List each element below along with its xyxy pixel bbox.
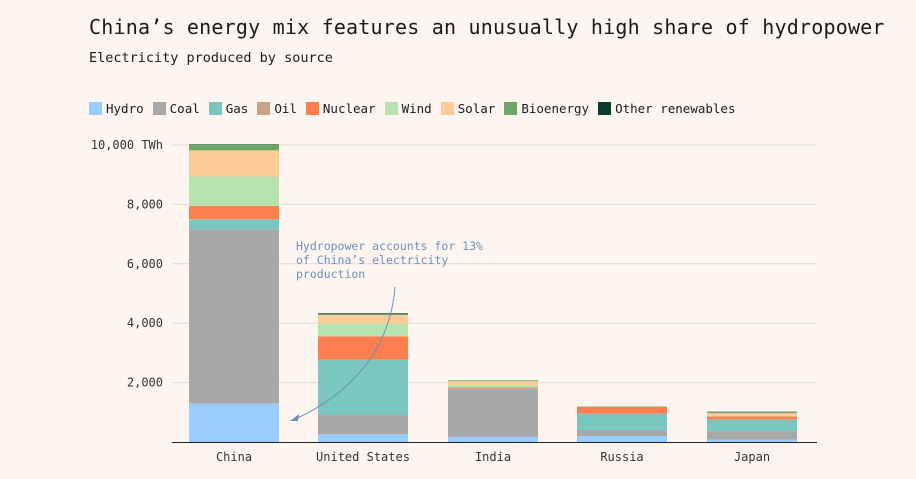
bar-segment xyxy=(189,150,279,177)
bar-segment xyxy=(189,205,279,220)
bar-segment xyxy=(577,436,667,442)
bar-segment xyxy=(318,434,408,442)
bar-segment xyxy=(189,229,279,404)
bar-segment xyxy=(707,416,797,419)
y-tick-label: 10,000 TWh xyxy=(91,138,163,152)
legend-item: Hydro xyxy=(89,101,144,116)
bar-segment xyxy=(318,336,408,360)
annotation-text: of China’s electricity xyxy=(296,253,448,267)
bar-segment xyxy=(448,380,538,382)
bar-segment xyxy=(318,414,408,435)
legend-label: Coal xyxy=(169,101,200,116)
legend-item: Bioenergy xyxy=(504,101,589,116)
legend-item: Oil xyxy=(257,101,297,116)
y-tick-label: 6,000 xyxy=(127,257,163,271)
bar-segment xyxy=(318,360,408,415)
bar-segment xyxy=(448,436,538,442)
bar-segment xyxy=(707,413,797,417)
bar-segment xyxy=(707,418,797,421)
x-tick-label: China xyxy=(216,450,252,464)
legend-label: Solar xyxy=(457,101,496,116)
legend-swatch xyxy=(257,102,271,115)
bar-segment xyxy=(448,381,538,385)
legend-item: Gas xyxy=(208,101,249,116)
x-tick-label: India xyxy=(475,450,511,464)
bar-segment xyxy=(189,144,279,151)
legend-item: Wind xyxy=(384,101,432,116)
legend-swatch xyxy=(305,102,319,115)
legend-swatch xyxy=(440,102,454,115)
chart-subtitle: Electricity produced by source xyxy=(89,50,333,66)
legend-swatch xyxy=(152,102,166,115)
legend-label: Hydro xyxy=(106,101,144,116)
legend-label: Bioenergy xyxy=(521,101,590,116)
annotation-text: production xyxy=(296,267,365,281)
legend-item: Solar xyxy=(440,101,496,116)
legend-swatch xyxy=(208,102,222,115)
annotation-arrow-line xyxy=(292,286,396,421)
legend-swatch xyxy=(598,102,612,115)
y-tick-label: 8,000 xyxy=(127,197,163,211)
x-tick-label: Russia xyxy=(600,450,643,464)
bar-segment xyxy=(707,431,797,440)
y-tick-label: 2,000 xyxy=(127,376,163,390)
chart-title: China’s energy mix features an unusually… xyxy=(89,15,885,39)
bar-segment xyxy=(318,359,408,361)
bar-segment xyxy=(318,315,408,324)
y-tick-label: 4,000 xyxy=(127,316,163,330)
bar-segment xyxy=(707,439,797,442)
bar-segment xyxy=(189,403,279,442)
legend-swatch xyxy=(504,102,518,115)
x-tick-label: United States xyxy=(316,450,410,464)
annotation-arrowhead xyxy=(290,414,299,421)
bar-segment xyxy=(318,313,408,316)
legend-swatch xyxy=(384,102,398,115)
bar-segment xyxy=(448,388,538,391)
bar-segment xyxy=(577,406,667,414)
bar-segment xyxy=(189,219,279,230)
annotation-text: Hydropower accounts for 13% xyxy=(296,239,483,253)
bar-segment xyxy=(577,413,667,431)
legend-label: Other renewables xyxy=(615,101,736,116)
bar-segment xyxy=(318,323,408,337)
legend-label: Wind xyxy=(401,101,432,116)
bar-segment xyxy=(707,420,797,432)
legend-item: Nuclear xyxy=(305,101,376,116)
legend-label: Oil xyxy=(274,101,297,116)
legend-item: Coal xyxy=(152,101,200,116)
bar-segment xyxy=(448,390,538,437)
legend-swatch xyxy=(89,102,102,115)
legend: Hydro Coal Gas Oil Nuclear Wind Solar Bioenergy… xyxy=(89,101,745,116)
bar-segment xyxy=(448,387,538,389)
bar-segment xyxy=(577,430,667,437)
legend-label: Nuclear xyxy=(322,101,376,116)
bar-segment xyxy=(318,313,408,314)
bar-segment xyxy=(189,176,279,206)
legend-label: Gas xyxy=(225,101,249,116)
x-tick-label: Japan xyxy=(734,450,770,464)
legend-item: Other renewables xyxy=(598,101,736,116)
bar-segment xyxy=(707,412,797,414)
bar-segment xyxy=(448,384,538,388)
